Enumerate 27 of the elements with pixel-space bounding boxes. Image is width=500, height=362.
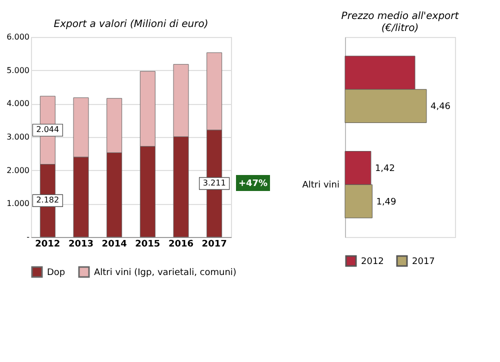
- y-tick-label: 3.000: [6, 132, 30, 142]
- y-tick-label: 6.000: [6, 32, 30, 42]
- legend-label: Altri vini (Igp, varietali, comuni): [94, 268, 236, 278]
- y-tick-label: 1.000: [6, 199, 30, 208]
- y-tick-label: Altri vini: [302, 180, 340, 191]
- chart-title: Export a valori (Milioni di euro): [54, 19, 208, 30]
- x-tick-label: 2013: [68, 240, 94, 250]
- x-tick-label: 2014: [102, 240, 127, 250]
- legend-label: 2012: [361, 257, 384, 267]
- data-label: 2.044: [36, 125, 60, 134]
- y-tick-label: -: [26, 232, 30, 242]
- x-tick-label: 2012: [35, 240, 60, 250]
- y-tick-label: 2.000: [6, 166, 30, 175]
- y-tick-label: 5.000: [6, 66, 30, 75]
- data-label: 3.211: [202, 178, 226, 188]
- y-tick-label: 4.000: [6, 99, 30, 108]
- data-label: 1,42: [374, 164, 395, 174]
- x-tick-label: 2016: [168, 240, 194, 250]
- x-tick-label: 2017: [202, 240, 227, 250]
- legend-label: Dop: [47, 268, 66, 278]
- chart-title: Prezzo medio all'export (€/litro): [341, 11, 460, 34]
- legend-label: 2017: [412, 257, 435, 267]
- text: +47%: [238, 179, 268, 189]
- x-tick-label: 2015: [135, 240, 160, 250]
- data-label: 2.182: [36, 196, 60, 205]
- data-label: 4,46: [430, 102, 451, 112]
- data-label: 1,49: [376, 197, 397, 208]
